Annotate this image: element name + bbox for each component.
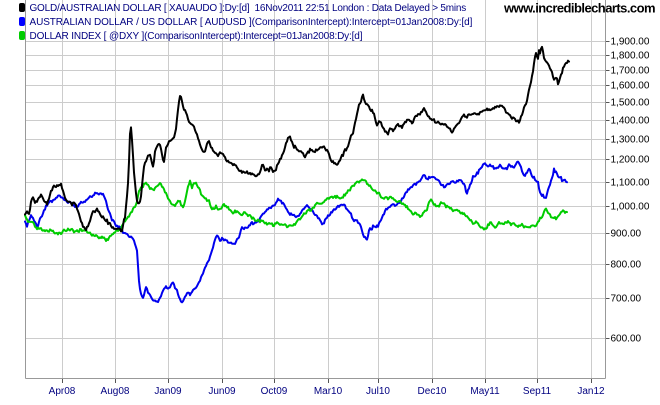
svg-text:DOLLAR INDEX [ @DXY ](Comparis: DOLLAR INDEX [ @DXY ](ComparisonIntercep…	[30, 31, 363, 42]
svg-text:Jul10: Jul10	[366, 386, 390, 397]
svg-text:AUSTRALIAN DOLLAR / US DOLLAR: AUSTRALIAN DOLLAR / US DOLLAR [ AUDUSD ]…	[30, 17, 473, 28]
svg-text:Jun09: Jun09	[208, 386, 236, 397]
svg-text:1,900.00: 1,900.00	[611, 37, 650, 48]
svg-text:1,100.00: 1,100.00	[611, 178, 650, 189]
svg-text:800.00: 800.00	[611, 260, 642, 271]
svg-text:Jan09: Jan09	[154, 386, 182, 397]
svg-text:Dec10: Dec10	[418, 386, 447, 397]
svg-text:600.00: 600.00	[611, 334, 642, 345]
svg-text:900.00: 900.00	[611, 229, 642, 240]
svg-text:Mar10: Mar10	[314, 386, 343, 397]
svg-text:May11: May11	[470, 386, 500, 397]
svg-text:Aug08: Aug08	[101, 386, 130, 397]
svg-text:1,600.00: 1,600.00	[611, 81, 650, 92]
svg-text:1,700.00: 1,700.00	[611, 66, 650, 77]
svg-text:Oct09: Oct09	[261, 386, 288, 397]
svg-text:Jan12: Jan12	[577, 386, 605, 397]
svg-text:GOLD/AUSTRALIAN DOLLAR [ XAUAU: GOLD/AUSTRALIAN DOLLAR [ XAUAUDO ]:Dy:[d…	[30, 3, 467, 14]
svg-text:Apr08: Apr08	[49, 386, 76, 397]
svg-text:1,400.00: 1,400.00	[611, 116, 650, 127]
svg-text:Sep11: Sep11	[523, 386, 552, 397]
svg-text:1,200.00: 1,200.00	[611, 155, 650, 166]
svg-text:www.incrediblecharts.com: www.incrediblecharts.com	[503, 1, 655, 16]
svg-text:1,300.00: 1,300.00	[611, 135, 650, 146]
svg-text:1,800.00: 1,800.00	[611, 51, 650, 62]
svg-text:1,500.00: 1,500.00	[611, 98, 650, 109]
svg-text:1,000.00: 1,000.00	[611, 202, 650, 213]
svg-text:700.00: 700.00	[611, 294, 642, 305]
